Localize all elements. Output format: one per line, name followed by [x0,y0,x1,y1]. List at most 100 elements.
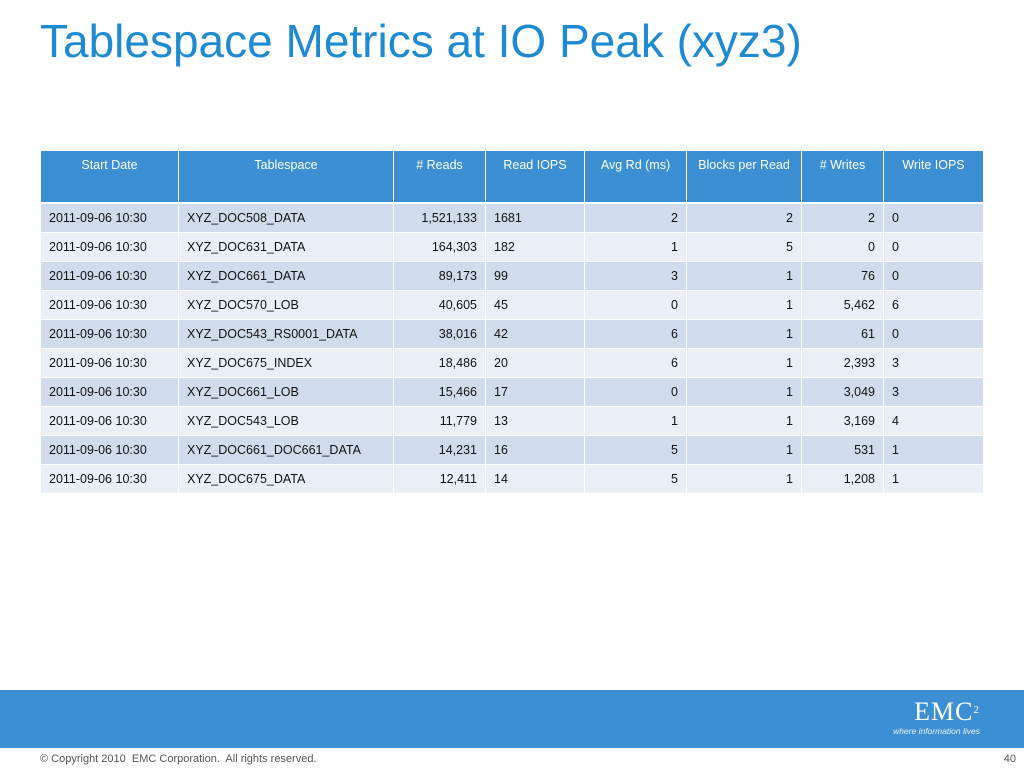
cell-tablespace: XYZ_DOC675_INDEX [178,348,394,378]
cell-write-iops: 3 [883,348,984,378]
cell-read-iops: 16 [485,435,585,465]
cell-tablespace: XYZ_DOC543_RS0001_DATA [178,319,394,349]
cell-write-iops: 0 [883,232,984,262]
cell-tablespace: XYZ_DOC661_DATA [178,261,394,291]
cell-writes: 2,393 [801,348,884,378]
cell-write-iops: 6 [883,290,984,320]
cell-avg-rd: 5 [584,464,687,494]
header-writes: # Writes [801,151,884,204]
cell-writes: 61 [801,319,884,349]
cell-tablespace: XYZ_DOC661_LOB [178,377,394,407]
table-body: 2011-09-06 10:30 XYZ_DOC508_DATA 1,521,133… [40,203,984,494]
cell-write-iops: 0 [883,319,984,349]
table-row: 2011-09-06 10:30 XYZ_DOC508_DATA 1,521,133… [40,203,984,233]
cell-blocks-per-read: 1 [686,377,802,407]
cell-start-date: 2011-09-06 10:30 [40,203,179,233]
cell-blocks-per-read: 1 [686,464,802,494]
cell-avg-rd: 1 [584,406,687,436]
header-read-iops: Read IOPS [485,151,585,204]
emc-logo: EMC2 where information lives [893,697,980,737]
cell-writes: 3,169 [801,406,884,436]
cell-start-date: 2011-09-06 10:30 [40,464,179,494]
cell-writes: 0 [801,232,884,262]
table-row: 2011-09-06 10:30 XYZ_DOC543_RS0001_DATA 38… [40,319,984,349]
cell-avg-rd: 3 [584,261,687,291]
cell-blocks-per-read: 5 [686,232,802,262]
slide-title: Tablespace Metrics at IO Peak (xyz3) [40,15,802,67]
cell-start-date: 2011-09-06 10:30 [40,261,179,291]
cell-avg-rd: 6 [584,319,687,349]
cell-read-iops: 45 [485,290,585,320]
cell-start-date: 2011-09-06 10:30 [40,435,179,465]
header-start-date: Start Date [40,151,179,204]
cell-reads: 14,231 [393,435,486,465]
cell-reads: 38,016 [393,319,486,349]
cell-start-date: 2011-09-06 10:30 [40,406,179,436]
cell-start-date: 2011-09-06 10:30 [40,377,179,407]
cell-blocks-per-read: 1 [686,348,802,378]
cell-tablespace: XYZ_DOC570_LOB [178,290,394,320]
cell-tablespace: XYZ_DOC508_DATA [178,203,394,233]
header-write-iops: Write IOPS [883,151,984,204]
cell-write-iops: 0 [883,203,984,233]
cell-write-iops: 1 [883,435,984,465]
cell-tablespace: XYZ_DOC631_DATA [178,232,394,262]
cell-blocks-per-read: 1 [686,319,802,349]
cell-start-date: 2011-09-06 10:30 [40,290,179,320]
cell-avg-rd: 1 [584,232,687,262]
emc-logo-tagline: where information lives [893,726,980,736]
cell-writes: 3,049 [801,377,884,407]
table-row: 2011-09-06 10:30 XYZ_DOC661_LOB 15,466 17 0 1… [40,377,984,407]
table-row: 2011-09-06 10:30 XYZ_DOC570_LOB 40,605 45 0 1… [40,290,984,320]
cell-reads: 40,605 [393,290,486,320]
cell-blocks-per-read: 1 [686,406,802,436]
cell-tablespace: XYZ_DOC661_DOC661_DATA [178,435,394,465]
cell-read-iops: 13 [485,406,585,436]
emc-logo-superscript: 2 [973,704,980,716]
cell-writes: 2 [801,203,884,233]
table-row: 2011-09-06 10:30 XYZ_DOC543_LOB 11,779 13 1 1… [40,406,984,436]
cell-avg-rd: 2 [584,203,687,233]
cell-read-iops: 182 [485,232,585,262]
table-row: 2011-09-06 10:30 XYZ_DOC661_DOC661_DATA 14… [40,435,984,465]
cell-blocks-per-read: 1 [686,290,802,320]
header-reads: # Reads [393,151,486,204]
table-row: 2011-09-06 10:30 XYZ_DOC675_DATA 12,411 14 5… [40,464,984,494]
cell-write-iops: 1 [883,464,984,494]
cell-read-iops: 99 [485,261,585,291]
cell-avg-rd: 6 [584,348,687,378]
cell-reads: 164,303 [393,232,486,262]
table-row: 2011-09-06 10:30 XYZ_DOC675_INDEX 18,486 20… [40,348,984,378]
cell-tablespace: XYZ_DOC675_DATA [178,464,394,494]
footer-band: EMC2 where information lives [0,690,1024,748]
cell-start-date: 2011-09-06 10:30 [40,348,179,378]
table-row: 2011-09-06 10:30 XYZ_DOC631_DATA 164,303 18… [40,232,984,262]
page-number: 40 [1003,753,1016,765]
cell-reads: 18,486 [393,348,486,378]
cell-avg-rd: 5 [584,435,687,465]
table-row: 2011-09-06 10:30 XYZ_DOC661_DATA 89,173 99 3… [40,261,984,291]
cell-writes: 531 [801,435,884,465]
cell-write-iops: 4 [883,406,984,436]
table-header-row: Start Date Tablespace # Reads Read IOPS … [40,151,984,204]
cell-start-date: 2011-09-06 10:30 [40,232,179,262]
header-avg-rd: Avg Rd (ms) [584,151,687,204]
cell-reads: 89,173 [393,261,486,291]
cell-read-iops: 14 [485,464,585,494]
cell-reads: 12,411 [393,464,486,494]
copyright-notice: © Copyright 2010 EMC Corporation. All ri… [40,753,317,765]
cell-write-iops: 0 [883,261,984,291]
cell-blocks-per-read: 2 [686,203,802,233]
cell-read-iops: 20 [485,348,585,378]
tablespace-metrics-table: Start Date Tablespace # Reads Read IOPS … [40,151,984,494]
cell-read-iops: 17 [485,377,585,407]
emc-logo-brand: EMC [914,697,974,726]
cell-read-iops: 1681 [485,203,585,233]
cell-start-date: 2011-09-06 10:30 [40,319,179,349]
cell-avg-rd: 0 [584,290,687,320]
cell-blocks-per-read: 1 [686,435,802,465]
cell-reads: 11,779 [393,406,486,436]
cell-writes: 5,462 [801,290,884,320]
cell-writes: 1,208 [801,464,884,494]
cell-blocks-per-read: 1 [686,261,802,291]
